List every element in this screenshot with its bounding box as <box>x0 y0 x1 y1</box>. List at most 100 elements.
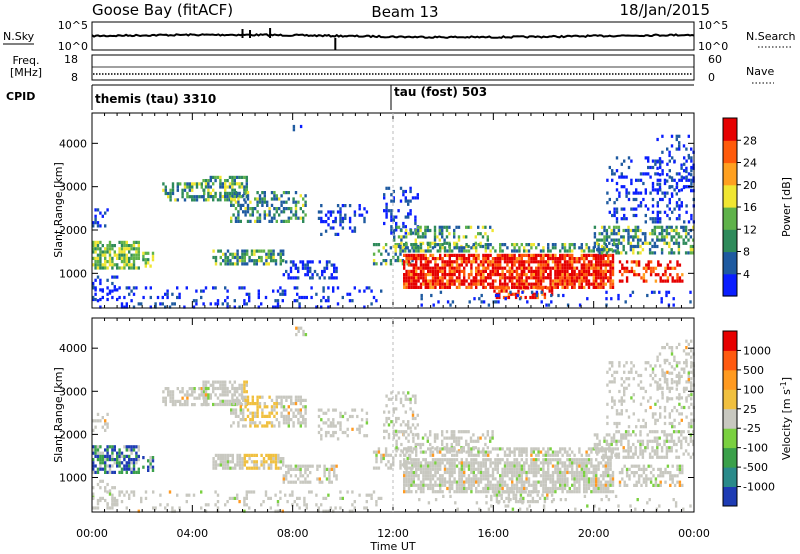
heatmap-cell <box>332 509 335 513</box>
heatmap-cell <box>470 246 473 250</box>
heatmap-cell <box>123 305 126 309</box>
heatmap-cell <box>592 285 595 289</box>
heatmap-cell <box>451 447 454 451</box>
heatmap-cell <box>130 263 133 267</box>
heatmap-cell <box>273 191 276 195</box>
cpid-mode-1: themis (tau) 3310 <box>95 92 216 106</box>
heatmap-cell <box>458 282 461 286</box>
heatmap-cell <box>532 474 535 478</box>
heatmap-cell <box>465 439 468 443</box>
heatmap-cell <box>616 246 619 250</box>
heatmap-cell <box>405 447 408 451</box>
heatmap-cell <box>251 213 254 217</box>
heatmap-cell <box>209 179 212 183</box>
heatmap-cell <box>256 210 259 214</box>
heatmap-cell <box>666 162 669 166</box>
heatmap-cell <box>546 286 549 290</box>
heatmap-cell <box>254 421 257 425</box>
heatmap-cell <box>520 276 523 280</box>
heatmap-cell <box>204 390 208 394</box>
heatmap-cell <box>151 251 155 255</box>
heatmap-cell <box>274 453 278 457</box>
heatmap-cell <box>253 466 256 470</box>
heatmap-cell <box>403 486 406 491</box>
heatmap-cell <box>304 471 307 475</box>
heatmap-cell <box>256 424 259 428</box>
heatmap-cell <box>575 276 579 280</box>
heatmap-cell <box>620 235 623 239</box>
heatmap-cell <box>472 477 475 481</box>
heatmap-cell <box>118 458 121 462</box>
heatmap-cell <box>614 447 617 451</box>
heatmap-cell <box>339 207 342 211</box>
heatmap-cell <box>501 447 504 451</box>
heatmap-cell <box>537 282 540 286</box>
heatmap-cell <box>675 172 679 176</box>
heatmap-cell <box>505 496 508 500</box>
heatmap-cell <box>583 480 586 484</box>
heatmap-cell <box>458 276 461 280</box>
heatmap-cell <box>537 458 540 462</box>
heatmap-cell <box>113 263 116 267</box>
heatmap-cell <box>439 269 442 273</box>
heatmap-cell <box>415 450 418 454</box>
heatmap-cell <box>446 480 449 484</box>
heatmap-cell <box>159 503 162 507</box>
heatmap-cell <box>411 394 415 398</box>
heatmap-cell <box>296 286 299 290</box>
heatmap-cell <box>610 248 613 252</box>
heatmap-cell <box>432 303 435 307</box>
heatmap-cell <box>261 424 264 428</box>
heatmap-cell <box>580 282 583 286</box>
heatmap-cell <box>550 289 554 293</box>
heatmap-cell <box>482 490 485 494</box>
heatmap-cell <box>559 447 562 451</box>
heatmap-cell <box>448 269 451 273</box>
heatmap-cell <box>559 266 562 270</box>
heatmap-cell <box>609 474 612 478</box>
heatmap-cell <box>142 465 145 469</box>
heatmap-cell <box>299 402 302 406</box>
heatmap-cell <box>320 210 323 214</box>
heatmap-cell <box>246 453 249 457</box>
heatmap-cell <box>123 263 126 267</box>
heatmap-cell <box>414 397 417 401</box>
heatmap-cell <box>512 493 515 497</box>
heatmap-cell <box>249 213 252 217</box>
heatmap-cell <box>130 490 133 494</box>
heatmap-cell <box>234 411 238 415</box>
heatmap-cell <box>204 393 208 397</box>
heatmap-cell <box>202 380 205 384</box>
heatmap-cell <box>263 191 266 195</box>
heatmap-cell <box>467 442 470 447</box>
heatmap-cell <box>258 194 262 198</box>
heatmap-cell <box>238 500 241 504</box>
heatmap-cell <box>523 464 526 468</box>
heatmap-cell <box>554 266 557 270</box>
heatmap-cell <box>441 477 444 481</box>
heatmap-cell <box>544 260 547 264</box>
heatmap-cell <box>465 450 468 454</box>
heatmap-cell <box>411 413 415 417</box>
heatmap-cell <box>513 453 516 457</box>
heatmap-cell <box>559 253 562 257</box>
heatmap-cell <box>455 436 458 440</box>
heatmap-cell <box>166 295 169 300</box>
heatmap-cell <box>554 450 557 454</box>
heatmap-cell <box>507 496 511 500</box>
heatmap-cell <box>446 253 449 257</box>
heatmap-cell <box>297 395 300 399</box>
heatmap-cell <box>104 256 107 260</box>
heatmap-cell <box>568 470 571 475</box>
heatmap-cell <box>389 246 393 250</box>
heatmap-cell <box>439 458 442 462</box>
heatmap-cell <box>99 250 102 254</box>
heatmap-cell <box>282 219 286 223</box>
heatmap-cell <box>484 436 487 440</box>
heatmap-cell <box>549 480 552 484</box>
heatmap-cell <box>665 290 668 294</box>
heatmap-cell <box>460 458 463 462</box>
heatmap-cell <box>243 302 246 306</box>
heatmap-cell <box>607 461 610 465</box>
heatmap-cell <box>217 249 220 253</box>
